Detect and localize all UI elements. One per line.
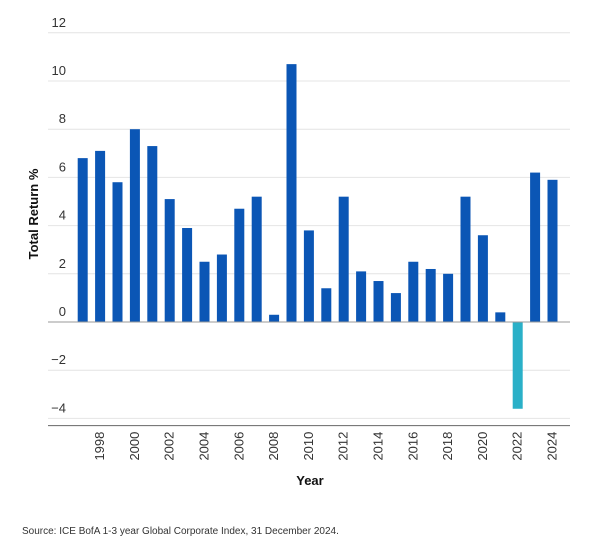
- x-tick-label: 1998: [92, 432, 107, 461]
- x-tick-label: 2018: [440, 432, 455, 461]
- bar-2020: [477, 235, 488, 322]
- y-tick-label: 4: [59, 208, 66, 223]
- x-tick-label: 2004: [197, 432, 212, 461]
- x-tick-label: 2008: [266, 432, 281, 461]
- source-note: Source: ICE BofA 1-3 year Global Corpora…: [22, 526, 339, 537]
- bar-2004: [199, 261, 210, 322]
- bar-2021: [495, 312, 506, 322]
- gridlines: [48, 32, 570, 419]
- bar-2006: [234, 208, 245, 322]
- x-tick-label: 2006: [231, 432, 246, 461]
- bar-2012: [338, 196, 349, 322]
- bar-2013: [356, 271, 367, 322]
- bar-1998: [95, 150, 106, 322]
- y-tick-label: 6: [59, 159, 66, 174]
- y-tick-label: 10: [52, 63, 66, 78]
- bar-2018: [443, 273, 454, 322]
- bar-2024: [547, 179, 558, 322]
- bar-2022: [512, 322, 523, 409]
- bar-2011: [321, 288, 332, 322]
- y-tick-label: 12: [52, 15, 66, 30]
- bar-2023: [530, 172, 541, 322]
- x-tick-labels: 1998 2000 2002 2004 2006 2008 2010 2012 2014 2016…: [92, 432, 559, 461]
- bar-2010: [303, 230, 314, 322]
- bar-2008: [269, 314, 280, 322]
- x-tick-label: 2020: [475, 432, 490, 461]
- bar-2015: [390, 293, 401, 322]
- x-tick-label: 2000: [127, 432, 142, 461]
- x-tick-label: 2014: [371, 432, 386, 461]
- bar-2007: [251, 196, 262, 322]
- bar-1997: [77, 158, 88, 322]
- bar-2000: [129, 129, 140, 322]
- bar-2017: [425, 268, 436, 322]
- y-axis-title: Total Return %: [26, 168, 41, 259]
- x-tick-label: 2022: [510, 432, 525, 461]
- y-tick-label: −4: [51, 400, 66, 415]
- bar-2003: [182, 228, 193, 322]
- bar-2016: [408, 261, 419, 322]
- bars: [77, 64, 558, 409]
- x-tick-label: 2024: [545, 432, 560, 461]
- bar-2009: [286, 64, 297, 322]
- y-tick-label: 8: [59, 111, 66, 126]
- bar-2014: [373, 281, 384, 322]
- x-tick-label: 2010: [301, 432, 316, 461]
- bar-2005: [216, 254, 227, 322]
- x-axis-title: Year: [296, 473, 323, 488]
- bar-2002: [164, 199, 175, 322]
- y-tick-label: −2: [51, 352, 66, 367]
- bar-1999: [112, 182, 123, 322]
- x-tick-label: 2016: [405, 432, 420, 461]
- y-tick-labels: 12 10 8 6 4 2 0 −2 −4: [51, 15, 66, 416]
- y-tick-label: 2: [59, 256, 66, 271]
- bar-2001: [147, 146, 158, 322]
- axes: [48, 321, 570, 427]
- x-tick-label: 2012: [336, 432, 351, 461]
- y-tick-label: 0: [59, 304, 66, 319]
- x-tick-label: 2002: [162, 432, 177, 461]
- bar-2019: [460, 196, 471, 322]
